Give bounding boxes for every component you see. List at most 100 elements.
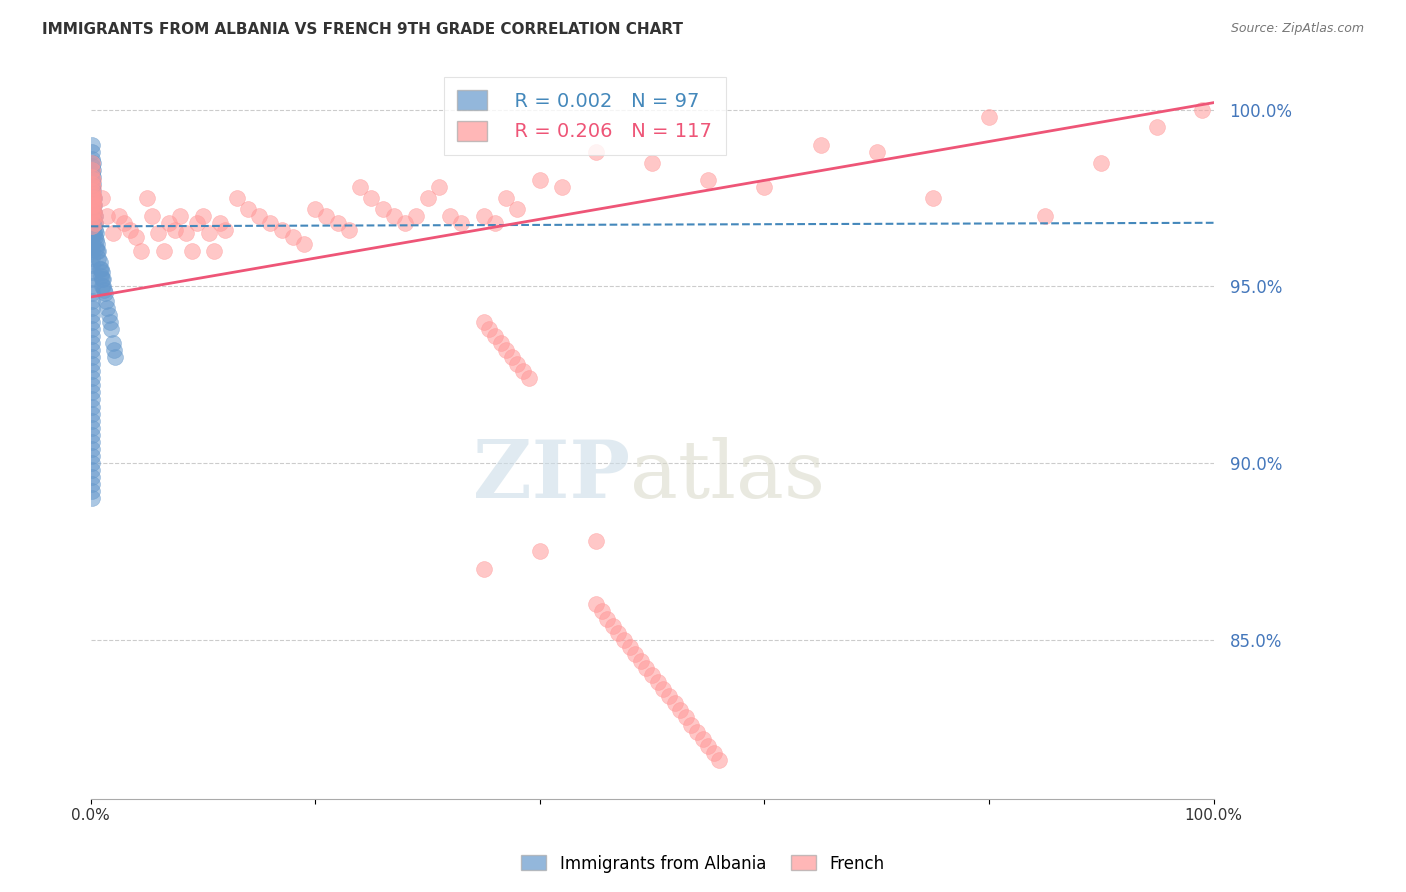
Point xyxy=(82,169,104,184)
Point xyxy=(636,661,658,675)
Point xyxy=(80,180,103,194)
Point xyxy=(326,216,349,230)
Point xyxy=(82,162,104,177)
Point xyxy=(80,357,103,371)
Point xyxy=(686,724,709,739)
Point xyxy=(80,159,103,173)
Point xyxy=(82,187,104,202)
Point xyxy=(80,177,103,191)
Point xyxy=(810,138,832,153)
Point xyxy=(174,227,197,241)
Point xyxy=(607,625,630,640)
Point xyxy=(82,194,104,209)
Point xyxy=(80,279,103,293)
Point xyxy=(337,223,360,237)
Point xyxy=(517,371,540,385)
Point xyxy=(602,618,624,632)
Point xyxy=(247,209,270,223)
Point xyxy=(80,414,103,428)
Point xyxy=(427,180,450,194)
Point xyxy=(87,244,110,258)
Point xyxy=(124,230,146,244)
Point xyxy=(186,216,208,230)
Point xyxy=(80,209,103,223)
Point xyxy=(80,434,103,449)
Point xyxy=(80,421,103,435)
Point xyxy=(80,449,103,463)
Point xyxy=(80,198,103,212)
Point xyxy=(681,717,703,731)
Point xyxy=(315,209,337,223)
Point xyxy=(152,244,174,258)
Point xyxy=(80,251,103,265)
Point xyxy=(103,343,125,357)
Point xyxy=(80,442,103,456)
Point xyxy=(163,223,186,237)
Point xyxy=(80,194,103,209)
Point xyxy=(83,191,105,205)
Point xyxy=(80,169,103,184)
Point xyxy=(596,611,619,625)
Point xyxy=(1090,155,1112,169)
Point xyxy=(80,350,103,364)
Point xyxy=(304,202,326,216)
Point xyxy=(80,392,103,407)
Point xyxy=(652,682,675,697)
Point xyxy=(641,668,664,682)
Point xyxy=(84,209,107,223)
Point xyxy=(96,209,118,223)
Point xyxy=(80,329,103,343)
Point xyxy=(84,230,107,244)
Point xyxy=(82,191,104,205)
Point xyxy=(80,491,103,506)
Point xyxy=(80,230,103,244)
Point xyxy=(104,350,127,364)
Point xyxy=(585,598,607,612)
Point xyxy=(84,240,107,254)
Point xyxy=(82,198,104,212)
Point xyxy=(80,258,103,272)
Point xyxy=(93,283,115,297)
Point xyxy=(90,191,112,205)
Point xyxy=(80,138,103,153)
Point xyxy=(86,244,108,258)
Point xyxy=(84,216,107,230)
Point xyxy=(80,272,103,286)
Point xyxy=(80,205,103,219)
Point xyxy=(101,335,124,350)
Point xyxy=(80,265,103,279)
Point xyxy=(281,230,304,244)
Point xyxy=(90,265,112,279)
Point xyxy=(472,315,495,329)
Point xyxy=(977,110,1000,124)
Point xyxy=(658,690,681,704)
Point xyxy=(91,272,114,286)
Point xyxy=(100,322,122,336)
Point xyxy=(585,145,607,160)
Point xyxy=(416,191,439,205)
Point xyxy=(512,364,534,378)
Point xyxy=(478,322,501,336)
Point xyxy=(664,697,686,711)
Point xyxy=(697,739,720,753)
Point xyxy=(82,180,104,194)
Point xyxy=(135,191,157,205)
Point xyxy=(87,251,110,265)
Point xyxy=(112,216,135,230)
Point xyxy=(91,279,114,293)
Point xyxy=(506,202,529,216)
Point xyxy=(83,205,105,219)
Point xyxy=(591,605,613,619)
Point xyxy=(118,223,141,237)
Point xyxy=(129,244,152,258)
Point xyxy=(405,209,427,223)
Point xyxy=(141,209,163,223)
Point xyxy=(1146,120,1168,135)
Point xyxy=(80,470,103,484)
Point xyxy=(80,202,103,216)
Legend: Immigrants from Albania, French: Immigrants from Albania, French xyxy=(515,848,891,880)
Point xyxy=(208,216,231,230)
Point xyxy=(83,227,105,241)
Point xyxy=(107,209,129,223)
Point xyxy=(484,216,506,230)
